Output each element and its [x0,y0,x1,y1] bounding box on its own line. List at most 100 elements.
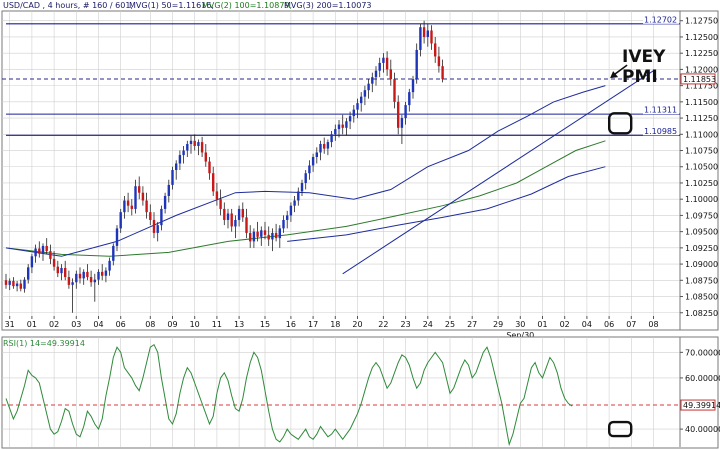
candle-body [4,280,8,285]
mvg2-label: MVG(2) 100=1.10879, [202,1,292,10]
candle-body [175,163,178,170]
candle-body [115,228,119,246]
price-tick-label: 1.11250 [685,114,718,123]
candle-body [348,116,352,122]
candle-body [145,200,148,213]
candle-body [56,266,59,274]
candle-body [249,232,252,242]
time-tick-label: 31 [5,320,15,329]
candle-body [23,279,26,289]
candle-body [27,267,30,280]
time-tick-label: 01 [27,320,37,329]
candle-body [237,208,241,220]
candle-body [108,260,111,271]
candle-body [397,101,400,128]
annotation-markers [608,64,633,135]
candle-body [186,144,189,151]
candle-body [226,213,230,220]
time-tick-label: 01 [537,320,547,329]
candle-body [67,277,71,285]
candle-body [352,109,355,117]
price-tick-label: 1.09750 [685,211,718,220]
candle-body [308,165,311,174]
candle-body [234,219,237,227]
time-tick-label: 09 [167,320,177,329]
candle-body [160,208,163,226]
candle-body [419,27,422,50]
highlight-box [608,112,633,135]
candle-body [126,200,130,206]
rsi-title: RSI(1) 14=49.39914 [3,339,85,348]
candle-body [300,182,304,192]
candle-body [178,155,182,164]
candle-body [422,27,426,37]
rsi-tick-label: 70.00000 [685,348,720,357]
candle-body [119,212,122,229]
candle-body [389,69,392,80]
time-tick-label: 11 [212,320,222,329]
time-tick-label: 06 [604,320,614,329]
candle-body [78,273,82,279]
time-tick-label: 27 [467,320,477,329]
symbol-info-label: USD/CAD , 4 hours, # 160 / 601, [3,1,133,10]
candle-body [149,212,152,220]
mvg3-path [287,166,606,242]
level-label-bg [643,106,679,115]
time-tick-label: 18 [330,320,340,329]
time-tick-label: 13 [234,320,244,329]
price-tick-label: 1.10500 [685,163,718,172]
price-tick-label: 1.10750 [685,147,718,156]
level-label-bg [643,127,679,136]
candle-body [256,231,259,237]
candle-body [189,140,193,145]
candle-body [12,280,15,287]
level-label: 1.10985 [644,127,677,136]
rsi-tick-label: 40.00000 [685,425,720,434]
time-tick-label: 25 [445,320,455,329]
candle-body [156,225,159,233]
level-label: 1.11311 [644,106,677,115]
candle-body [45,245,48,252]
price-tick-label: 1.12000 [685,65,718,74]
candle-body [241,208,244,218]
time-tick-label: 07 [626,320,636,329]
candle-body [86,271,89,278]
candle-body [393,79,396,102]
candle-body [404,105,407,119]
time-tick-label: 29 [493,320,503,329]
candle-body [378,62,381,71]
candle-body [374,70,378,78]
rsi-tick-label: 60.00000 [685,374,720,383]
candle-body [75,273,78,283]
candle-body [411,79,415,93]
candle-body [360,96,363,104]
candle-body [408,92,411,106]
mvg2-line [5,140,606,257]
candle-body [15,283,19,287]
trendline-path [342,70,654,275]
rsi-annotation-marker [608,420,633,438]
price-tick-label: 1.09000 [685,260,718,269]
rsi-panel-frame [1,336,719,449]
price-tick-label: 1.08250 [685,309,718,318]
candle-body [282,219,285,229]
level-label: 1.12702 [644,15,677,24]
current-price-label: 1.11853 [683,75,716,84]
candle-body [341,124,344,128]
price-tick-label: 1.12250 [685,49,718,58]
time-tick-label: 17 [308,320,318,329]
candlestick-series [4,20,444,313]
candle-body [304,173,307,183]
candle-body [138,186,141,193]
candle-body [208,161,211,174]
mvg3-line [287,166,606,242]
time-tick-label: 08 [145,320,155,329]
candle-body [367,83,370,91]
time-tick-label: 04 [93,320,103,329]
candle-body [64,267,67,278]
time-tick-label: 22 [378,320,388,329]
candle-body [112,245,115,261]
candle-body [400,118,404,128]
time-tick-label: 16 [286,320,296,329]
rsi-path [5,343,573,447]
